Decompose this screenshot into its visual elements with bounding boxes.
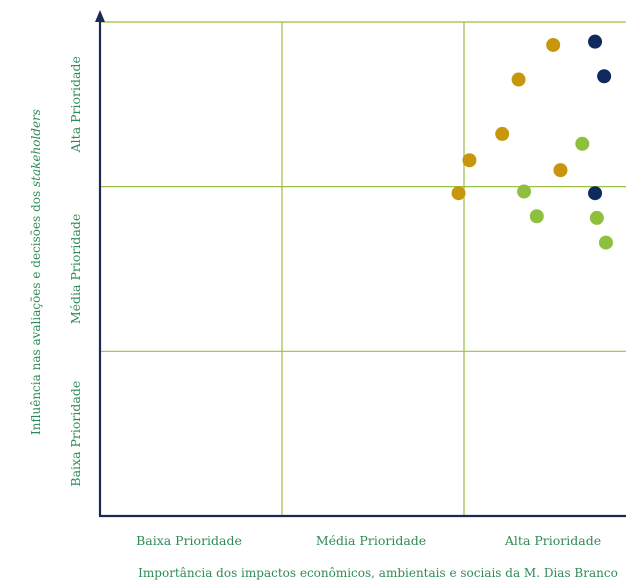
- y-axis-arrow-icon: [95, 10, 105, 22]
- data-point-green: [598, 235, 613, 250]
- grid: [100, 21, 626, 516]
- y-tick-label-media: Média Prioridade: [68, 214, 83, 324]
- x-tick-labels: Baixa Prioridade Média Prioridade Alta P…: [136, 533, 601, 548]
- x-tick-label-alta: Alta Prioridade: [504, 533, 601, 548]
- data-point-navy: [597, 69, 612, 84]
- y-axis-title-main: Influência nas avaliações e decisões dos: [29, 187, 43, 435]
- axes: [95, 10, 626, 518]
- x-tick-label-media: Média Prioridade: [316, 533, 426, 548]
- data-point-green: [517, 184, 532, 199]
- data-point-gold: [511, 72, 526, 87]
- data-point-gold: [451, 186, 466, 201]
- y-tick-labels: Baixa Prioridade Média Prioridade Alta P…: [68, 56, 83, 486]
- y-tick-label-alta: Alta Prioridade: [68, 56, 83, 153]
- x-axis-title: Importância dos impactos econômicos, amb…: [138, 566, 618, 580]
- x-tick-label-baixa: Baixa Prioridade: [136, 533, 242, 548]
- data-point-green: [529, 209, 544, 224]
- data-point-navy: [588, 34, 603, 49]
- y-axis-title: Influência nas avaliações e decisões dos…: [29, 109, 43, 435]
- data-point-gold: [462, 153, 477, 168]
- data-point-green: [589, 210, 604, 225]
- y-tick-label-baixa: Baixa Prioridade: [68, 381, 83, 487]
- data-point-gold: [553, 163, 568, 178]
- data-points: [451, 34, 613, 250]
- data-point-gold: [495, 126, 510, 141]
- y-axis-title-italic: stakeholders: [29, 109, 43, 187]
- data-point-green: [575, 136, 590, 151]
- data-point-navy: [588, 186, 603, 201]
- data-point-gold: [546, 37, 561, 52]
